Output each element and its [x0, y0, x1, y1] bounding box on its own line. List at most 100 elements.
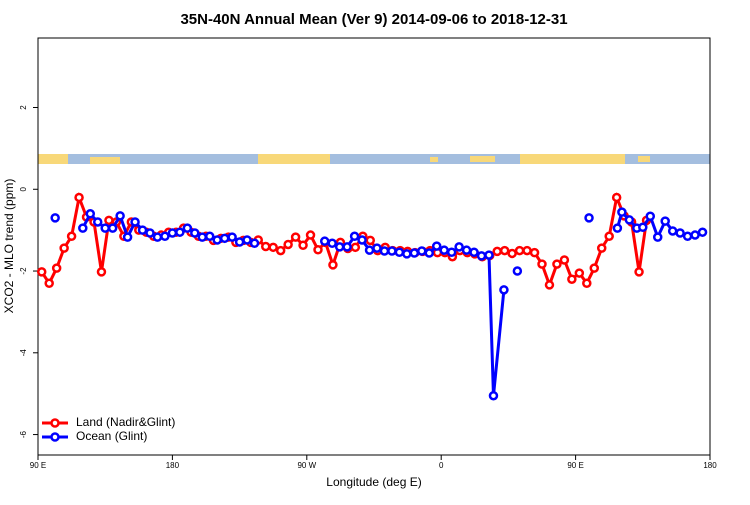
point	[417, 246, 427, 256]
point	[260, 241, 271, 252]
point	[394, 247, 405, 257]
point	[59, 243, 69, 253]
point	[212, 235, 222, 245]
point	[51, 263, 62, 273]
point	[529, 247, 540, 258]
point	[167, 228, 178, 238]
point	[624, 215, 635, 225]
point	[612, 223, 623, 233]
point	[675, 228, 685, 238]
point	[357, 235, 367, 245]
point	[305, 230, 316, 240]
point	[446, 247, 457, 257]
x-tick-label: 180	[703, 461, 717, 470]
point	[290, 232, 301, 242]
point	[499, 285, 509, 295]
point	[682, 231, 693, 242]
point	[634, 267, 644, 277]
point	[78, 223, 88, 233]
point	[454, 242, 464, 252]
point	[365, 235, 376, 246]
point	[559, 255, 570, 265]
point	[96, 267, 107, 277]
point	[328, 260, 338, 270]
point	[85, 209, 96, 219]
x-tick-label: 90 E	[567, 461, 583, 470]
point	[234, 237, 245, 247]
point	[92, 217, 103, 227]
plot-frame	[37, 37, 711, 456]
point	[484, 250, 494, 260]
legend-marker	[50, 418, 60, 428]
point	[461, 245, 472, 255]
point	[617, 207, 627, 217]
point	[242, 235, 252, 245]
y-tick-label: -4	[19, 349, 28, 357]
point	[476, 251, 487, 261]
point	[567, 274, 577, 284]
point	[379, 246, 390, 256]
point	[275, 245, 286, 256]
point	[522, 245, 532, 256]
point	[44, 278, 54, 289]
point	[130, 217, 140, 227]
point	[36, 267, 47, 277]
point	[660, 216, 670, 226]
point	[582, 278, 592, 289]
point	[227, 232, 237, 242]
point	[645, 211, 656, 221]
point	[372, 243, 382, 253]
point	[409, 248, 420, 258]
point	[160, 231, 170, 242]
point	[190, 228, 200, 238]
point	[122, 232, 133, 242]
point	[652, 232, 663, 242]
point	[596, 243, 607, 253]
point	[402, 249, 412, 259]
point	[387, 246, 397, 256]
point	[611, 192, 622, 203]
point	[197, 232, 208, 242]
point	[104, 215, 114, 226]
point	[313, 245, 323, 255]
point	[115, 211, 125, 221]
point	[342, 242, 352, 252]
x-tick-label: 90 W	[297, 461, 316, 470]
point	[152, 232, 163, 242]
point	[514, 245, 525, 256]
x-tick-label: 180	[166, 461, 180, 470]
point	[552, 259, 562, 269]
y-axis-label: XCO2 - MLO trend (ppm)	[2, 179, 16, 314]
point	[350, 242, 361, 253]
point	[488, 390, 499, 401]
point	[364, 245, 375, 255]
point	[204, 231, 215, 242]
point	[137, 225, 148, 235]
point	[249, 238, 260, 248]
point	[283, 239, 293, 250]
point	[431, 241, 442, 251]
legend-label: Ocean (Glint)	[76, 429, 147, 443]
point	[74, 192, 84, 203]
point	[584, 213, 594, 223]
point	[492, 246, 502, 257]
point	[145, 228, 155, 238]
point	[327, 238, 337, 248]
y-tick-label: 2	[19, 105, 28, 110]
point	[66, 231, 77, 242]
point	[268, 242, 278, 253]
point	[667, 226, 678, 236]
x-tick-label: 90 E	[30, 461, 46, 470]
point	[507, 248, 517, 259]
legend-marker	[50, 432, 60, 442]
point	[298, 240, 308, 251]
y-tick-label: -2	[19, 267, 28, 275]
y-tick-label: 0	[19, 186, 28, 191]
point	[574, 268, 585, 278]
x-tick-label: 0	[439, 461, 444, 470]
point	[100, 223, 110, 233]
point	[604, 231, 614, 242]
y-tick-label: -6	[19, 430, 28, 438]
legend-label: Land (Nadir&Glint)	[76, 415, 175, 429]
